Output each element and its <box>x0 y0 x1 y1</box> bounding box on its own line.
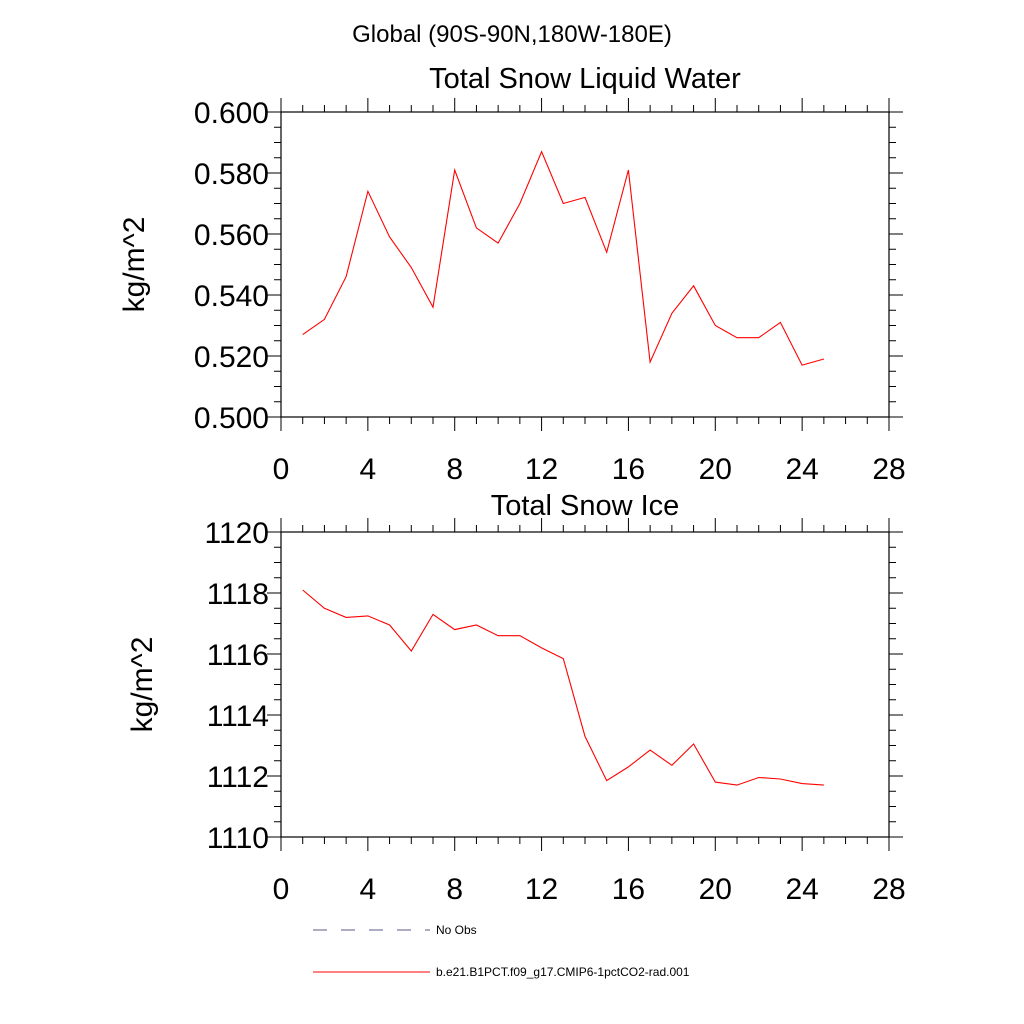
chart-1-x-tick-label: 28 <box>872 873 905 906</box>
chart-0-y-tick-label: 0.520 <box>194 341 269 374</box>
chart-1-y-tick-label: 1120 <box>204 517 269 550</box>
chart-1-x-tick-label: 12 <box>525 873 558 906</box>
chart-0-y-tick-label: 0.560 <box>194 219 269 252</box>
chart-0-x-tick-label: 28 <box>872 453 905 486</box>
chart-1-x-tick-label: 24 <box>785 873 818 906</box>
chart-1-y-tick-label: 1118 <box>207 578 269 611</box>
legend: No Obs b.e21.B1PCT.f09_g17.CMIP6-1pctCO2… <box>313 923 690 979</box>
chart-0-x-tick-label: 12 <box>525 453 558 486</box>
chart-0-x-tick-label: 16 <box>612 453 645 486</box>
chart-0-x-tick-label: 8 <box>446 453 463 486</box>
region-title: Global (90S-90N,180W-180E) <box>352 21 672 48</box>
legend-label-no-obs: No Obs <box>436 923 477 937</box>
panel-snow-liquid-water: Total Snow Liquid Water kg/m^2 0 4 8 12 16 20 24… <box>118 63 906 486</box>
chart-1-x-tick-label: 0 <box>273 873 290 906</box>
chart-0-x-tick-label: 24 <box>785 453 818 486</box>
chart-0-y-tick-label: 0.580 <box>194 158 269 191</box>
chart-1-y-axis-label: kg/m^2 <box>126 637 159 733</box>
chart-1-plot-frame <box>280 531 890 838</box>
chart-1-x-tick-label: 8 <box>446 873 463 906</box>
chart-0-y-tick-label: 0.600 <box>194 97 269 130</box>
chart-0-x-tick-label: 20 <box>699 453 732 486</box>
chart-1-y-tick-label: 1114 <box>207 700 269 733</box>
chart-0-series-line-0 <box>302 150 825 366</box>
legend-label-model-run: b.e21.B1PCT.f09_g17.CMIP6-1pctCO2-rad.00… <box>436 965 690 979</box>
chart-0-y-tick-label: 0.500 <box>194 402 269 435</box>
chart-1-y-tick-label: 1116 <box>207 639 269 672</box>
chart-0-title: Total Snow Liquid Water <box>429 63 741 95</box>
chart-0-y-tick-label: 0.540 <box>194 280 269 313</box>
chart-1-x-tick-label: 16 <box>612 873 645 906</box>
chart-0-plot-frame <box>280 111 890 418</box>
chart-1-title: Total Snow Ice <box>491 490 680 522</box>
chart-0-x-tick-label: 0 <box>273 453 290 486</box>
panel-snow-ice: Total Snow Ice kg/m^2 0 4 8 12 16 20 24 28 1110 111… <box>126 490 906 906</box>
chart-1-series-line-0 <box>302 589 824 786</box>
chart-1-y-tick-label: 1112 <box>207 761 269 794</box>
chart-1-x-tick-label: 4 <box>360 873 377 906</box>
chart-0-x-tick-label: 4 <box>360 453 377 486</box>
chart-1-x-tick-label: 20 <box>699 873 732 906</box>
chart-1-y-tick-label: 1110 <box>207 822 269 855</box>
chart-0-y-axis-label: kg/m^2 <box>118 217 151 313</box>
